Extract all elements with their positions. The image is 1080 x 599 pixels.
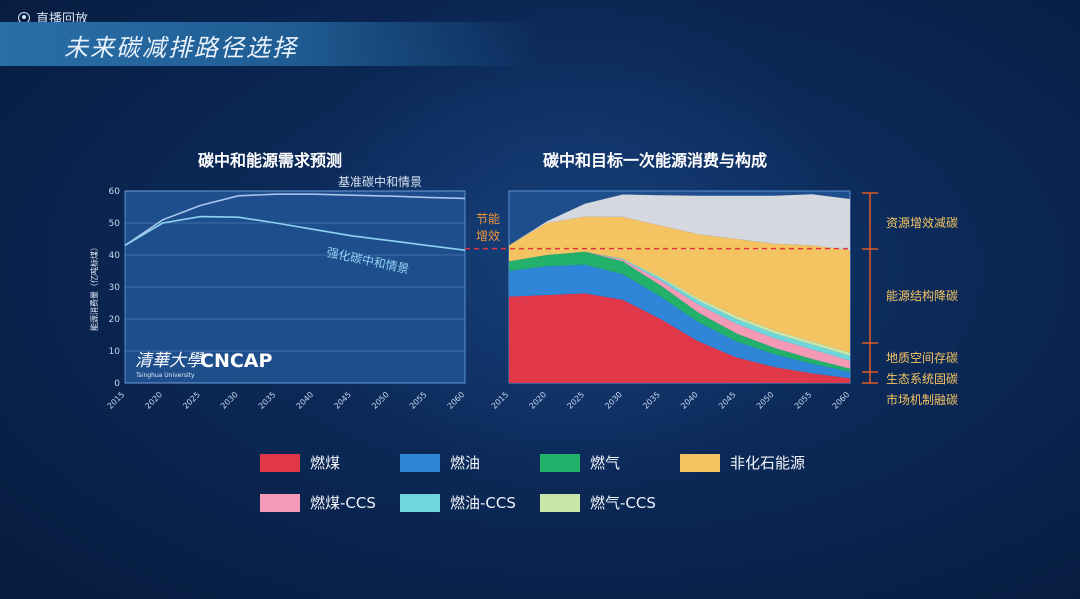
x-tick-label: 2025 [181,390,202,411]
area-7 [509,216,850,353]
x-tick-label: 2045 [332,390,353,411]
area-4 [509,251,850,369]
x-tick-label: 2055 [408,390,429,411]
y-tick-label: 40 [109,251,121,261]
area-2 [509,264,850,379]
y-tick-label: 50 [109,219,121,229]
area-5 [509,251,850,361]
bracket-label-5: 市场机制融碳 [886,392,958,407]
legend-swatch [400,493,440,512]
x-tick-label: 2015 [490,390,511,411]
y-tick-label: 20 [109,315,121,325]
x-tick-label: 2020 [143,390,164,411]
left-plot-area [124,190,466,384]
bracket-label-4: 生态系统固碳 [886,372,958,386]
y-tick-label: 10 [109,347,121,357]
legend-item: 燃煤 [260,452,340,473]
legend-label: 非化石能源 [730,454,806,472]
annotation-saving-line1: 节能 [476,212,500,226]
y-tick-label: 0 [114,379,120,389]
area-8 [509,194,850,251]
bracket-label-2: 能源结构降碳 [886,288,958,303]
legend-swatch [680,453,720,472]
legend-swatch [260,493,300,512]
logo-chinese: 清華大學 [135,351,205,371]
legend-item: 燃油-CCS [400,492,516,513]
x-tick-label: 2035 [641,390,662,411]
left-chart-title: 碳中和能源需求预测 [198,151,343,170]
legend-label: 燃气 [590,454,621,472]
area-1 [509,293,850,383]
y-tick-label: 60 [109,187,121,197]
x-tick-label: 2050 [370,390,391,411]
x-tick-label: 2060 [831,390,852,411]
legend-swatch [540,493,580,512]
series-line-1 [124,193,466,247]
bracket-label-1: 资源增效减碳 [886,215,958,230]
legend-item: 燃煤-CCS [260,492,376,513]
title-banner [0,22,540,66]
series-label-baseline: 基准碳中和情景 [338,174,422,189]
area-6 [509,251,850,356]
page-title: 未来碳减排路径选择 [64,34,298,62]
legend-label: 燃煤 [310,454,341,472]
x-tick-label: 2040 [295,390,316,411]
legend-item: 燃油 [400,452,480,473]
x-tick-label: 2035 [257,390,278,411]
legend-item: 非化石能源 [680,452,805,473]
right-chart-title: 碳中和目标一次能源消费与构成 [543,151,768,170]
logo-org: CNCAP [200,350,272,372]
legend-label: 燃油 [450,454,481,472]
x-tick-label: 2050 [755,390,776,411]
legend-label: 燃气-CCS [590,494,656,512]
x-tick-label: 2055 [793,390,814,411]
legend-swatch [260,453,300,472]
annotation-saving-line2: 增效 [476,228,500,243]
x-tick-label: 2025 [565,390,586,411]
legend-swatch [400,453,440,472]
legend-label: 燃煤-CCS [310,494,376,512]
legend-swatch [540,453,580,472]
right-chart: 2015 2020 2025 2030 2035 2040 2045 2050 2055 2060… [465,190,958,411]
bracket-label-3: 地质空间存碳 [886,351,958,365]
x-tick-label: 2020 [528,390,549,411]
y-tick-label: 30 [109,283,121,293]
legend-label: 燃油-CCS [450,494,516,512]
series-line-2 [124,215,466,251]
y-axis-label: 能源消费量（亿吨标煤） [89,243,99,331]
x-tick-label: 2045 [717,390,738,411]
x-tick-label: 2040 [679,390,700,411]
x-tick-label: 2015 [106,390,127,411]
legend-item: 燃气-CCS [540,492,656,513]
x-tick-label: 2030 [219,390,240,411]
x-tick-label: 2060 [446,390,467,411]
area-3 [509,251,850,372]
legend-item: 燃气 [540,452,620,473]
logo-english: Tsinghua University [135,372,195,379]
x-tick-label: 2030 [603,390,624,411]
